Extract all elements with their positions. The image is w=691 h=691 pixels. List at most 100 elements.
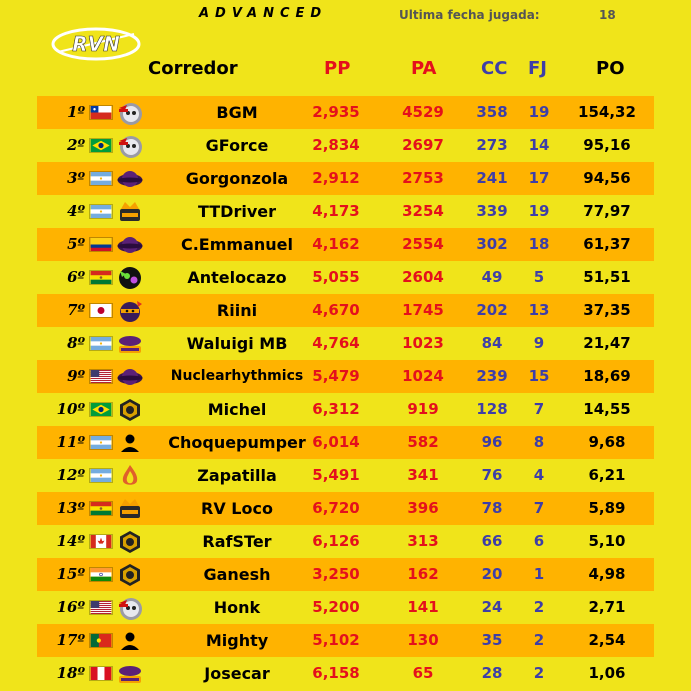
driver-name: Waluigi MB bbox=[186, 334, 288, 353]
crown-logo bbox=[117, 496, 143, 522]
hex-helmet-logo bbox=[117, 562, 143, 588]
cc-cell: 66 bbox=[481, 532, 503, 550]
person-icon bbox=[117, 628, 143, 654]
rvn-logo: RVN bbox=[50, 24, 142, 68]
flag-icon-india bbox=[89, 567, 113, 582]
cc-cell: 128 bbox=[476, 400, 508, 418]
driver-name: Gorgonzola bbox=[185, 169, 289, 188]
pp-cell: 5,102 bbox=[312, 631, 360, 649]
col-header-fj: FJ bbox=[528, 58, 547, 79]
pa-cell: 2604 bbox=[402, 268, 444, 286]
driver-name: Nuclearhythmics bbox=[170, 368, 304, 384]
pp-cell: 2,935 bbox=[312, 103, 360, 121]
table-row: 3º Gorgonzola 2,912 2753 241 17 94,56 bbox=[37, 162, 654, 195]
purple-planet-logo bbox=[117, 364, 143, 390]
driver-name: TTDriver bbox=[197, 202, 277, 221]
po-cell: 95,16 bbox=[583, 136, 631, 154]
pa-cell: 2753 bbox=[402, 169, 444, 187]
cc-cell: 35 bbox=[481, 631, 503, 649]
col-header-pa: PA bbox=[411, 58, 437, 79]
hex-helmet-logo bbox=[117, 529, 143, 555]
driver-name: RafSTer bbox=[202, 532, 272, 551]
flag-icon-argentina bbox=[89, 468, 113, 483]
cc-cell: 358 bbox=[476, 103, 508, 121]
pa-cell: 65 bbox=[412, 664, 434, 682]
flag-icon-brazil bbox=[89, 402, 113, 417]
position-cell: 17º bbox=[56, 631, 85, 649]
position-cell: 14º bbox=[56, 532, 85, 550]
driver-name: Antelocazo bbox=[187, 268, 287, 287]
cc-cell: 20 bbox=[481, 565, 503, 583]
table-row: 13º RV Loco 6,720 396 78 7 5,89 bbox=[37, 492, 654, 525]
flag-icon-argentina bbox=[89, 435, 113, 450]
pp-cell: 3,250 bbox=[312, 565, 360, 583]
fj-cell: 7 bbox=[533, 400, 545, 418]
flag-icon-peru bbox=[89, 666, 113, 681]
cc-cell: 96 bbox=[481, 433, 503, 451]
pp-cell: 4,173 bbox=[312, 202, 360, 220]
pa-cell: 2697 bbox=[402, 136, 444, 154]
po-cell: 21,47 bbox=[583, 334, 631, 352]
col-header-pp: PP bbox=[324, 58, 351, 79]
pa-cell: 341 bbox=[407, 466, 439, 484]
flag-icon-chile bbox=[89, 105, 113, 120]
fj-cell: 17 bbox=[528, 169, 550, 187]
po-cell: 2,54 bbox=[588, 631, 626, 649]
fj-cell: 8 bbox=[533, 433, 545, 451]
po-cell: 4,98 bbox=[588, 565, 626, 583]
pa-cell: 4529 bbox=[402, 103, 444, 121]
crown-logo bbox=[117, 199, 143, 225]
driver-name: Michel bbox=[207, 400, 267, 419]
pa-cell: 2554 bbox=[402, 235, 444, 253]
driver-name: RV Loco bbox=[201, 499, 273, 518]
cc-cell: 302 bbox=[476, 235, 508, 253]
flag-icon-portugal bbox=[89, 633, 113, 648]
fj-cell: 15 bbox=[528, 367, 550, 385]
table-row: 2º GForce 2,834 2697 273 14 95,16 bbox=[37, 129, 654, 162]
po-cell: 14,55 bbox=[583, 400, 631, 418]
table-row: 16º Honk 5,200 141 24 2 2,71 bbox=[37, 591, 654, 624]
col-header-po: PO bbox=[596, 58, 625, 79]
table-row: 9º Nuclearhythmics 5,479 1024 239 15 18,69 bbox=[37, 360, 654, 393]
fj-cell: 7 bbox=[533, 499, 545, 517]
position-cell: 2º bbox=[67, 136, 85, 154]
driver-name: Josecar bbox=[204, 664, 270, 683]
flame-logo bbox=[117, 463, 143, 489]
fj-cell: 19 bbox=[528, 103, 550, 121]
pp-cell: 4,162 bbox=[312, 235, 360, 253]
po-cell: 37,35 bbox=[583, 301, 631, 319]
cc-cell: 78 bbox=[481, 499, 503, 517]
position-cell: 15º bbox=[56, 565, 85, 583]
last-date-label: Ultima fecha jugada: bbox=[399, 8, 540, 22]
header-area: ADVANCED Ultima fecha jugada: 18 RVN Cor… bbox=[0, 0, 691, 96]
table-row: 8º Waluigi MB 4,764 1023 84 9 21,47 bbox=[37, 327, 654, 360]
purple-planet-logo bbox=[117, 232, 143, 258]
pp-cell: 6,312 bbox=[312, 400, 360, 418]
flag-icon-argentina bbox=[89, 171, 113, 186]
table-row: 17º Mighty 5,102 130 35 2 2,54 bbox=[37, 624, 654, 657]
ninja-logo bbox=[117, 298, 143, 324]
flag-icon-canada bbox=[89, 534, 113, 549]
table-row: 5º C.Emmanuel 4,162 2554 302 18 61,37 bbox=[37, 228, 654, 261]
pp-cell: 2,834 bbox=[312, 136, 360, 154]
driver-name: Honk bbox=[213, 598, 261, 617]
position-cell: 7º bbox=[67, 301, 85, 319]
position-cell: 3º bbox=[67, 169, 85, 187]
driver-name: Riini bbox=[216, 301, 258, 320]
person-icon bbox=[117, 430, 143, 456]
pp-cell: 6,014 bbox=[312, 433, 360, 451]
table-row: 1º BGM 2,935 4529 358 19 154,32 bbox=[37, 96, 654, 129]
pp-cell: 6,720 bbox=[312, 499, 360, 517]
table-row: 4º TTDriver 4,173 3254 339 19 77,97 bbox=[37, 195, 654, 228]
pa-cell: 141 bbox=[407, 598, 439, 616]
position-cell: 12º bbox=[56, 466, 85, 484]
fj-cell: 13 bbox=[528, 301, 550, 319]
flag-icon-bolivia bbox=[89, 501, 113, 516]
guys-logo bbox=[117, 661, 143, 687]
purple-planet-logo bbox=[117, 166, 143, 192]
pa-cell: 1024 bbox=[402, 367, 444, 385]
position-cell: 13º bbox=[56, 499, 85, 517]
fj-cell: 14 bbox=[528, 136, 550, 154]
skull-logo bbox=[117, 133, 143, 159]
pp-cell: 4,764 bbox=[312, 334, 360, 352]
